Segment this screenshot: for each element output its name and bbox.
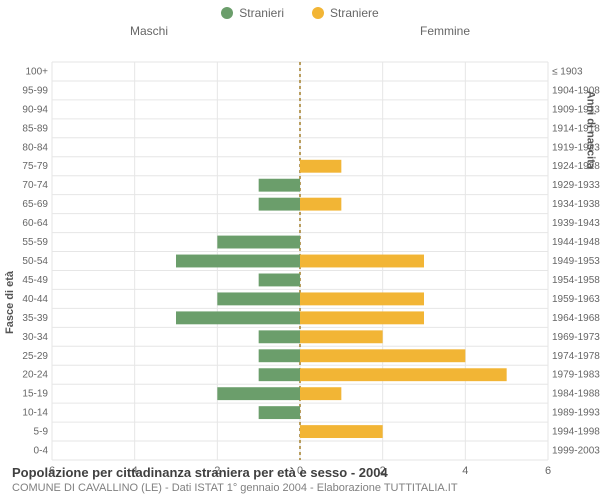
age-label: 60-64 bbox=[22, 218, 48, 229]
birth-label: 1979-1983 bbox=[552, 370, 600, 381]
bar-female bbox=[300, 349, 465, 362]
birth-label: 1949-1953 bbox=[552, 256, 600, 267]
bar-male bbox=[259, 349, 300, 362]
age-label: 45-49 bbox=[22, 275, 48, 286]
bar-male bbox=[259, 274, 300, 287]
bar-male bbox=[259, 198, 300, 211]
age-label: 80-84 bbox=[22, 142, 48, 153]
birth-label: 1954-1958 bbox=[552, 275, 600, 286]
bar-female bbox=[300, 387, 341, 400]
age-label: 0-4 bbox=[34, 446, 49, 457]
age-label: 85-89 bbox=[22, 123, 48, 134]
age-label: 100+ bbox=[25, 66, 48, 77]
pyramid-chart: 6420246100+≤ 190395-991904-190890-941909… bbox=[0, 20, 600, 480]
bar-male bbox=[259, 330, 300, 343]
axis-left-title: Fasce di età bbox=[4, 271, 16, 334]
age-label: 70-74 bbox=[22, 180, 48, 191]
age-label: 40-44 bbox=[22, 294, 48, 305]
legend-label-female: Straniere bbox=[330, 6, 379, 20]
birth-label: 1959-1963 bbox=[552, 294, 600, 305]
birth-label: 1994-1998 bbox=[552, 427, 600, 438]
birth-label: 1964-1968 bbox=[552, 313, 600, 324]
birth-label: 1944-1948 bbox=[552, 237, 600, 248]
birth-label: 1969-1973 bbox=[552, 332, 600, 343]
bar-male bbox=[259, 406, 300, 419]
footer-sub: COMUNE DI CAVALLINO (LE) - Dati ISTAT 1°… bbox=[12, 482, 588, 494]
bar-female bbox=[300, 311, 424, 324]
age-label: 5-9 bbox=[34, 427, 49, 438]
legend-label-male: Stranieri bbox=[239, 6, 284, 20]
bar-female bbox=[300, 292, 424, 305]
bar-male bbox=[217, 292, 300, 305]
footer: Popolazione per cittadinanza straniera p… bbox=[12, 465, 588, 494]
age-label: 20-24 bbox=[22, 370, 48, 381]
birth-label: ≤ 1903 bbox=[552, 66, 583, 77]
age-label: 50-54 bbox=[22, 256, 48, 267]
panel-title-male: Maschi bbox=[130, 24, 168, 38]
bar-male bbox=[176, 255, 300, 268]
birth-label: 1999-2003 bbox=[552, 446, 600, 457]
bar-male bbox=[217, 387, 300, 400]
bar-female bbox=[300, 330, 383, 343]
age-label: 65-69 bbox=[22, 199, 48, 210]
legend-swatch-male bbox=[221, 7, 233, 19]
bar-female bbox=[300, 198, 341, 211]
bar-male bbox=[259, 179, 300, 192]
bar-female bbox=[300, 425, 383, 438]
age-label: 95-99 bbox=[22, 85, 48, 96]
bar-male bbox=[176, 311, 300, 324]
axis-right-title: Anni di nascita bbox=[584, 91, 596, 169]
age-label: 75-79 bbox=[22, 161, 48, 172]
legend-swatch-female bbox=[312, 7, 324, 19]
birth-label: 1934-1938 bbox=[552, 199, 600, 210]
age-label: 90-94 bbox=[22, 104, 48, 115]
age-label: 30-34 bbox=[22, 332, 48, 343]
legend: Stranieri Straniere bbox=[0, 0, 600, 20]
bar-female bbox=[300, 368, 507, 381]
age-label: 25-29 bbox=[22, 351, 48, 362]
bar-male bbox=[217, 236, 300, 249]
age-label: 15-19 bbox=[22, 389, 48, 400]
birth-label: 1929-1933 bbox=[552, 180, 600, 191]
panel-title-female: Femmine bbox=[420, 24, 470, 38]
bar-male bbox=[259, 368, 300, 381]
footer-title: Popolazione per cittadinanza straniera p… bbox=[12, 465, 588, 480]
age-label: 10-14 bbox=[22, 408, 48, 419]
birth-label: 1939-1943 bbox=[552, 218, 600, 229]
legend-item-female: Straniere bbox=[312, 6, 379, 20]
bar-female bbox=[300, 255, 424, 268]
age-label: 55-59 bbox=[22, 237, 48, 248]
bar-female bbox=[300, 160, 341, 173]
age-label: 35-39 bbox=[22, 313, 48, 324]
birth-label: 1974-1978 bbox=[552, 351, 600, 362]
birth-label: 1989-1993 bbox=[552, 408, 600, 419]
birth-label: 1984-1988 bbox=[552, 389, 600, 400]
legend-item-male: Stranieri bbox=[221, 6, 284, 20]
